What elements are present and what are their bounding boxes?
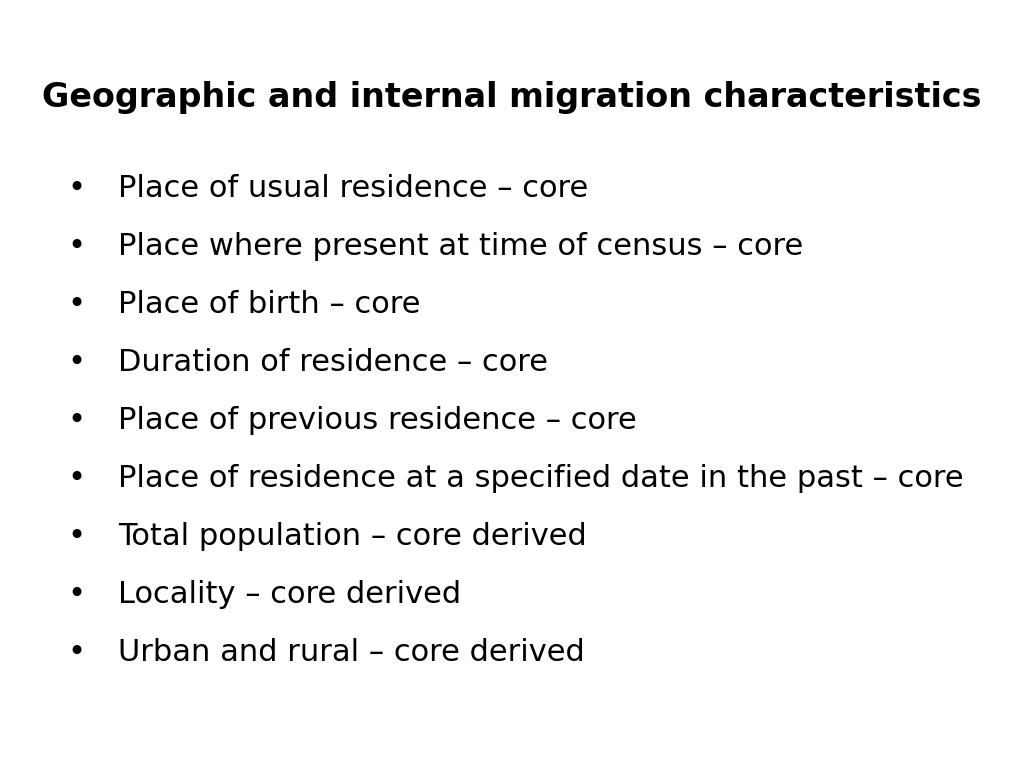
Text: Duration of residence – core: Duration of residence – core bbox=[118, 348, 548, 376]
Text: •: • bbox=[68, 290, 86, 319]
Text: Place of usual residence – core: Place of usual residence – core bbox=[118, 174, 588, 203]
Text: •: • bbox=[68, 637, 86, 667]
Text: Urban and rural – core derived: Urban and rural – core derived bbox=[118, 637, 585, 667]
Text: Locality – core derived: Locality – core derived bbox=[118, 580, 461, 608]
Text: •: • bbox=[68, 232, 86, 260]
Text: Place of previous residence – core: Place of previous residence – core bbox=[118, 406, 637, 435]
Text: •: • bbox=[68, 580, 86, 608]
Text: Total population – core derived: Total population – core derived bbox=[118, 521, 587, 551]
Text: •: • bbox=[68, 521, 86, 551]
Text: Place of residence at a specified date in the past – core: Place of residence at a specified date i… bbox=[118, 464, 964, 492]
Text: Place where present at time of census – core: Place where present at time of census – … bbox=[118, 232, 803, 260]
Text: •: • bbox=[68, 406, 86, 435]
Text: •: • bbox=[68, 464, 86, 492]
Text: •: • bbox=[68, 348, 86, 376]
Text: Geographic and internal migration characteristics: Geographic and internal migration charac… bbox=[42, 81, 982, 114]
Text: •: • bbox=[68, 174, 86, 203]
Text: Place of birth – core: Place of birth – core bbox=[118, 290, 420, 319]
